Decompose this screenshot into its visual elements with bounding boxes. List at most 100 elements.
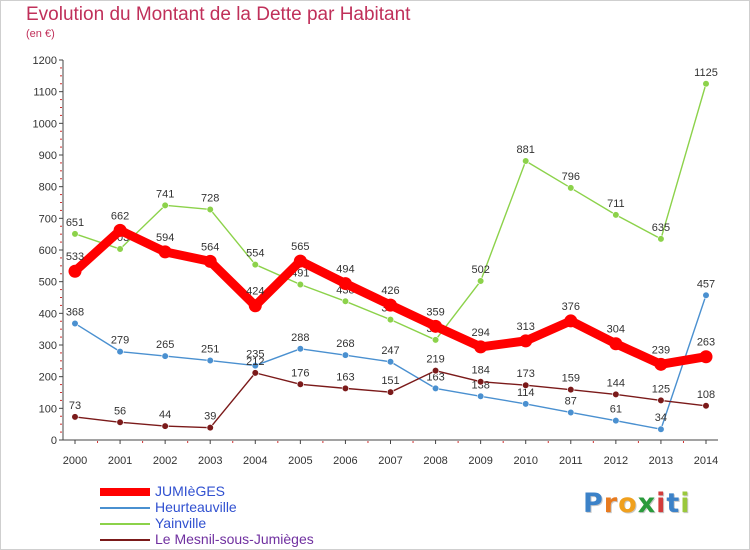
data-point [206, 356, 214, 365]
data-label: 151 [381, 375, 399, 387]
y-tick-label: 0 [51, 435, 57, 447]
data-point [386, 316, 395, 324]
data-point [338, 277, 352, 291]
logo-letter: o [618, 488, 638, 519]
data-point [477, 277, 485, 285]
data-label: 554 [246, 248, 264, 260]
y-tick-label: 900 [39, 150, 57, 162]
x-tick-label: 2013 [649, 455, 673, 467]
data-point [251, 361, 259, 370]
data-label: 741 [156, 188, 174, 200]
data-label: 796 [562, 171, 580, 183]
data-point [116, 418, 124, 426]
data-label: 288 [291, 332, 309, 344]
chart-title: Evolution du Montant de la Dette par Hab… [26, 4, 411, 25]
data-label: 212 [246, 356, 264, 368]
data-point [522, 157, 530, 165]
data-point [296, 345, 304, 353]
data-label: 173 [517, 368, 535, 380]
data-point [522, 381, 530, 389]
data-point [431, 336, 440, 344]
data-point [68, 264, 82, 278]
data-label: 184 [471, 365, 489, 377]
data-label: 594 [156, 232, 174, 244]
data-point [296, 280, 304, 289]
legend-swatch [100, 507, 150, 509]
logo-letter: i [656, 488, 667, 519]
data-label: 424 [246, 286, 264, 298]
data-point [384, 298, 397, 312]
y-tick-label: 200 [39, 372, 57, 384]
data-label: 651 [66, 217, 84, 229]
data-label: 235 [246, 349, 264, 361]
y-tick-label: 700 [39, 213, 57, 225]
data-point [429, 319, 443, 333]
x-tick-label: 2012 [604, 455, 628, 467]
data-point [206, 424, 214, 432]
logo-letter: x [637, 488, 657, 519]
data-label: 144 [607, 377, 625, 389]
x-tick-label: 2000 [63, 455, 87, 467]
data-label: 494 [336, 264, 354, 276]
proxiti-logo: Proxiti [583, 488, 691, 519]
data-point [341, 351, 350, 359]
data-label: 247 [381, 345, 399, 357]
data-point [657, 396, 665, 405]
data-point [564, 314, 578, 328]
data-label: 159 [562, 373, 580, 385]
data-label: 263 [697, 337, 715, 349]
data-label: 376 [562, 301, 580, 313]
data-point [341, 297, 350, 305]
data-point [116, 245, 124, 253]
data-point [296, 380, 304, 388]
data-point [474, 340, 488, 354]
data-point [341, 384, 350, 392]
data-point [158, 245, 172, 259]
legend-label: JUMIèGES [155, 483, 226, 499]
data-point [612, 390, 620, 399]
data-point [113, 223, 127, 237]
data-point [431, 384, 440, 392]
data-point [161, 352, 169, 360]
data-label: 114 [517, 387, 535, 399]
x-tick-label: 2006 [333, 455, 357, 467]
data-point [519, 334, 533, 348]
data-label: 163 [336, 371, 354, 383]
y-tick-label: 1000 [33, 118, 57, 130]
data-label: 564 [201, 241, 219, 253]
data-point [161, 422, 169, 430]
data-label: 73 [69, 400, 81, 412]
data-label: 565 [291, 241, 309, 253]
x-tick-label: 2011 [559, 455, 583, 467]
legend-swatch [100, 488, 150, 496]
data-point [251, 260, 259, 269]
data-label: 34 [655, 412, 667, 424]
y-tick-label: 100 [39, 403, 57, 415]
data-point [431, 367, 440, 375]
data-label: 39 [204, 411, 216, 423]
data-point [657, 425, 665, 433]
data-label: 368 [66, 306, 84, 318]
data-label: 219 [426, 354, 444, 366]
data-label: 635 [652, 222, 670, 234]
data-label: 87 [565, 395, 577, 407]
data-label: 44 [159, 409, 171, 421]
data-label: 125 [652, 383, 670, 395]
x-tick-label: 2014 [694, 455, 718, 467]
data-point [293, 254, 307, 268]
data-label: 881 [517, 144, 535, 156]
data-label: 711 [607, 198, 625, 210]
y-tick-label: 1200 [33, 55, 57, 67]
data-point [702, 80, 710, 88]
y-tick-label: 300 [39, 340, 57, 352]
chart-subtitle: (en €) [26, 28, 55, 40]
x-tick-label: 2007 [378, 455, 402, 467]
logo-letter: t [666, 488, 681, 519]
data-point [567, 184, 575, 192]
data-point [612, 417, 620, 425]
logo-letter: i [680, 488, 691, 519]
data-label: 1125 [694, 67, 718, 79]
data-label: 502 [471, 264, 489, 276]
legend-label: Le Mesnil-sous-Jumièges [155, 531, 314, 547]
